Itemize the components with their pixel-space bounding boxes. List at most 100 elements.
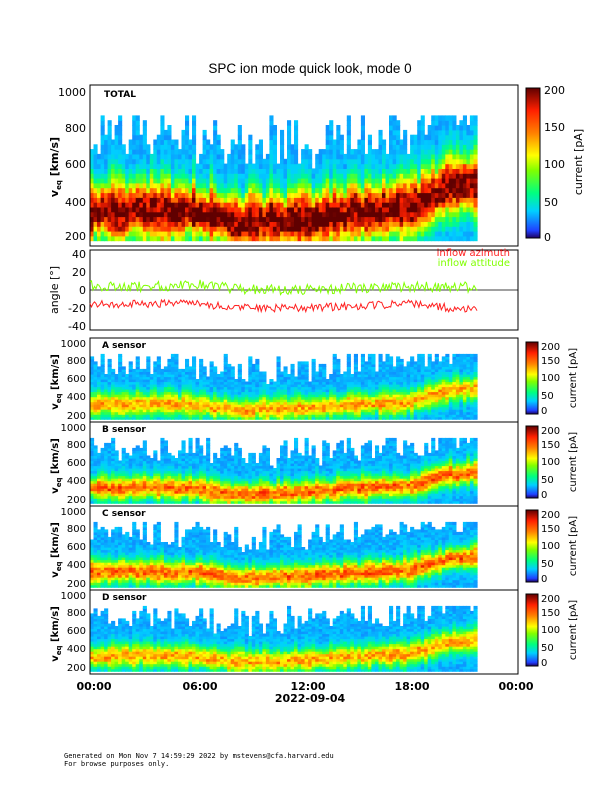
heatmap-cell (146, 361, 151, 365)
heatmap-cell (280, 404, 285, 408)
heatmap-cell (93, 465, 98, 469)
heatmap-cell (283, 384, 288, 388)
heatmap-cell (142, 381, 147, 385)
heatmap-cell (93, 470, 98, 474)
heatmap-cell (325, 409, 330, 413)
heatmap-cell (294, 153, 299, 160)
heatmap-cell (280, 197, 285, 203)
heatmap-cell (441, 376, 446, 380)
heatmap-cell (466, 129, 471, 136)
heatmap-cell (350, 381, 355, 385)
heatmap-cell (167, 144, 172, 150)
heatmap-cell (174, 235, 179, 242)
heatmap-cell (163, 134, 168, 141)
heatmap-cell (202, 371, 207, 375)
heatmap-cell (346, 206, 351, 213)
heatmap-cell (206, 149, 211, 155)
heatmap-cell (100, 120, 105, 126)
heatmap-cell (322, 168, 327, 174)
heatmap-cell (445, 187, 450, 194)
heatmap-cell (367, 153, 372, 160)
heatmap-cell (209, 202, 214, 208)
heatmap-cell (241, 163, 246, 169)
heatmap-cell (290, 363, 295, 367)
heatmap-cell (410, 396, 415, 400)
heatmap-cell (455, 379, 460, 383)
heatmap-cell (438, 394, 443, 398)
heatmap-cell (188, 149, 193, 155)
heatmap-cell (265, 416, 270, 420)
heatmap-cell (350, 401, 355, 405)
heatmap-cell (209, 144, 214, 150)
heatmap-cell (163, 379, 168, 383)
heatmap-cell (251, 394, 256, 398)
heatmap-cell (406, 376, 411, 380)
heatmap-cell (431, 231, 436, 237)
heatmap-cell (258, 381, 263, 385)
heatmap-cell (469, 221, 474, 227)
heatmap-cell (230, 182, 235, 189)
heatmap-cell (466, 411, 471, 415)
heatmap-cell (329, 401, 334, 405)
heatmap-cell (385, 361, 390, 365)
heatmap-cell (178, 389, 183, 393)
heatmap-cell (188, 163, 193, 169)
heatmap-cell (121, 235, 126, 242)
heatmap-cell (301, 399, 306, 403)
heatmap-cell (455, 356, 460, 360)
heatmap-cell (213, 368, 218, 372)
heatmap-cell (216, 144, 221, 150)
heatmap-cell (438, 129, 443, 136)
heatmap-cell (399, 221, 404, 227)
heatmap-cell (441, 394, 446, 398)
heatmap-cell (473, 115, 478, 121)
heatmap-cell (318, 399, 323, 403)
heatmap-cell (357, 221, 362, 227)
heatmap-cell (452, 391, 457, 395)
heatmap-cell (237, 226, 242, 232)
heatmap-cell (280, 231, 285, 237)
heatmap-cell (350, 389, 355, 393)
heatmap-cell (181, 368, 186, 372)
heatmap-cell (336, 216, 341, 222)
heatmap-cell (445, 120, 450, 126)
heatmap-cell (357, 139, 362, 145)
heatmap-cell (357, 197, 362, 203)
heatmap-cell (104, 483, 109, 487)
heatmap-cell (396, 411, 401, 415)
heatmap-cell (142, 134, 147, 141)
heatmap-cell (237, 158, 242, 165)
heatmap-cell (142, 173, 147, 179)
heatmap-cell (244, 221, 249, 227)
heatmap-cell (445, 211, 450, 218)
heatmap-cell (466, 168, 471, 174)
heatmap-cell (241, 381, 246, 385)
heatmap-cell (448, 406, 453, 410)
heatmap-cell (459, 406, 464, 410)
heatmap-cell (392, 139, 397, 145)
heatmap-cell (448, 371, 453, 375)
heatmap-cell (93, 458, 98, 462)
heatmap-cell (276, 376, 281, 380)
heatmap-cell (276, 178, 281, 184)
heatmap-cell (90, 485, 95, 489)
heatmap-cell (269, 173, 274, 179)
heatmap-cell (107, 134, 112, 141)
heatmap-cell (265, 192, 270, 198)
heatmap-cell (396, 120, 401, 126)
heatmap-cell (230, 158, 235, 165)
sensor-a-yaxis: 200 400 600 800 1000 (61, 339, 86, 422)
heatmap-cell (241, 231, 246, 237)
heatmap-cell (448, 414, 453, 418)
heatmap-cell (170, 173, 175, 179)
heatmap-cell (170, 192, 175, 198)
heatmap-cell (97, 401, 102, 405)
heatmap-cell (287, 129, 292, 136)
heatmap-cell (357, 231, 362, 237)
heatmap-cell (382, 371, 387, 375)
heatmap-cell (114, 411, 119, 415)
heatmap-cell (174, 211, 179, 218)
heatmap-cell (431, 414, 436, 418)
heatmap-cell (125, 163, 130, 169)
heatmap-cell (220, 404, 225, 408)
